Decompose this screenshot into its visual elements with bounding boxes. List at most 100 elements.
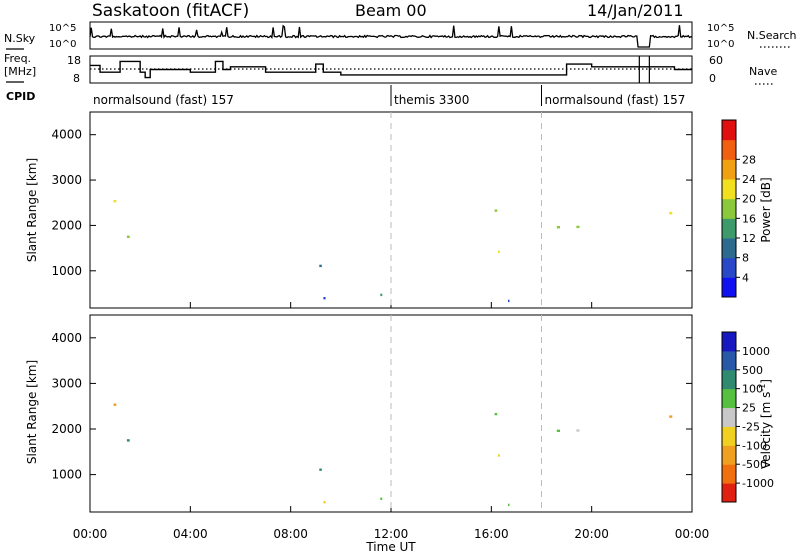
power-cell	[498, 250, 500, 253]
power-colorbar-tick-label: 24	[742, 173, 756, 186]
velocity-panel: 1000 2000 3000 4000 Slant Range [km]	[25, 314, 693, 513]
velocity-cell	[319, 468, 322, 471]
velocity-colorbar-label: Velocity [m s-1]	[758, 379, 773, 469]
velocity-colorbar-swatch	[722, 483, 736, 503]
velocity-range-axis-label: Slant Range [km]	[25, 360, 39, 464]
velocity-cell	[669, 415, 673, 418]
power-colorbar-tick-label: 4	[742, 271, 749, 284]
velocity-colorbar-frame	[721, 331, 737, 503]
power-colorbar-tick-label: 12	[742, 232, 756, 245]
power-cell	[669, 211, 673, 215]
nave-label: Nave	[749, 65, 777, 78]
velocity-colorbar-swatch	[722, 426, 736, 446]
power-colorbar-swatch	[722, 139, 736, 160]
range-tick-label: 4000	[51, 128, 82, 142]
velocity-colorbar-swatch	[722, 350, 736, 371]
power-data	[113, 200, 673, 303]
velocity-cell	[508, 503, 510, 507]
power-colorbar-tick-label: 8	[742, 252, 749, 265]
velocity-colorbar-tick-label: 500	[742, 364, 763, 377]
time-tick-label: 16:00	[474, 527, 509, 541]
power-colorbar-frame	[721, 119, 737, 298]
velocity-axis: 1000 2000 3000 4000	[51, 331, 692, 482]
power-cell	[319, 264, 322, 268]
power-colorbar-swatch	[722, 120, 736, 141]
cpid-segment-label: normalsound (fast) 157	[93, 93, 234, 107]
velocity-cell	[323, 501, 326, 504]
velocity-colorbar-tick-label: -25	[742, 420, 760, 433]
time-tick-label: 00:00	[675, 527, 710, 541]
time-axis-label: Time UT	[365, 540, 416, 554]
nave-tick-top: 60	[709, 54, 723, 67]
power-cell	[576, 225, 580, 229]
power-cell	[556, 226, 560, 229]
range-tick-label: 1000	[51, 468, 82, 482]
time-tick-label: 00:00	[73, 527, 108, 541]
power-colorbar-swatch	[722, 277, 736, 298]
time-tick-label: 08:00	[273, 527, 308, 541]
velocity-cell	[380, 497, 383, 500]
power-colorbar-swatch	[722, 198, 736, 219]
cpid-label: CPID	[6, 90, 35, 103]
velocity-colorbar-swatch	[722, 332, 736, 352]
velocity-cell	[498, 454, 500, 457]
range-tick-label: 3000	[51, 376, 82, 390]
n-search-label: N.Search	[747, 29, 797, 42]
power-colorbar-tick-label: 16	[742, 212, 756, 225]
time-tick-label: 04:00	[173, 527, 208, 541]
freq-trace	[90, 60, 692, 79]
velocity-colorbar-tick-label: -500	[742, 458, 767, 471]
noise-right-tick-top: 10^5	[707, 23, 734, 34]
velocity-cell	[494, 412, 498, 416]
velocity-colorbar-tick-label: 25	[742, 402, 756, 415]
range-tick-label: 2000	[51, 422, 82, 436]
power-colorbar: 4 8 12 16 20 24 28	[721, 119, 756, 298]
velocity-data	[113, 403, 673, 507]
nave-tick-bottom: 0	[709, 72, 716, 85]
range-tick-label: 1000	[51, 264, 82, 278]
cpid-segment-label: normalsound (fast) 157	[545, 93, 686, 107]
n-sky-label: N.Sky	[4, 32, 36, 45]
time-tick-label: 20:00	[574, 527, 609, 541]
power-colorbar-swatch	[722, 218, 736, 239]
power-cell	[113, 200, 117, 203]
noise-panel: N.Sky 10^5 10^0 10^5 10^0 N.Search	[4, 21, 797, 50]
freq-unit-label: [MHz]	[4, 65, 36, 78]
power-axis: 1000 2000 3000 4000	[51, 128, 692, 278]
noise-trace	[89, 24, 692, 48]
power-range-axis-label: Slant Range [km]	[25, 158, 39, 262]
power-colorbar-swatch	[722, 179, 736, 200]
cpid-row: CPID normalsound (fast) 157 themis 3300 no…	[6, 85, 685, 107]
velocity-colorbar-tick-label: -100	[742, 439, 767, 452]
velocity-colorbar-swatch	[722, 388, 736, 409]
time-tick-label: 12:00	[374, 527, 409, 541]
velocity-colorbar-swatch	[722, 464, 736, 484]
power-cell	[323, 297, 326, 300]
velocity-cell	[126, 439, 130, 442]
time-axis: 00:00 04:00 08:00 12:00 16:00 20:00 00:00	[73, 112, 710, 541]
range-tick-label: 2000	[51, 218, 82, 232]
noise-left-tick-top: 10^5	[49, 23, 76, 34]
velocity-colorbar-tick-label: -1000	[742, 477, 774, 490]
freq-label: Freq.	[4, 52, 31, 65]
power-cell	[126, 235, 130, 238]
velocity-cell	[576, 429, 580, 432]
beam-title: Beam 00	[355, 1, 427, 20]
power-cell	[508, 299, 510, 303]
cpid-segment-label: themis 3300	[394, 93, 469, 107]
power-cell	[380, 293, 383, 297]
date-title: 14/Jan/2011	[587, 1, 684, 20]
freq-tick-bottom: 8	[73, 72, 80, 85]
power-cell	[494, 209, 498, 212]
power-panel: 1000 2000 3000 4000 Slant Range [km]	[25, 111, 693, 309]
velocity-cell	[113, 403, 117, 406]
power-colorbar-swatch	[722, 257, 736, 278]
freq-tick-top: 18	[67, 54, 81, 67]
velocity-colorbar: -1000 -500 -100 -25 25 100 500 1000	[721, 331, 774, 503]
velocity-colorbar-swatch	[722, 407, 736, 427]
power-colorbar-tick-label: 20	[742, 193, 756, 206]
power-colorbar-tick-label: 28	[742, 153, 756, 166]
velocity-colorbar-tick-label: 1000	[742, 345, 770, 358]
power-colorbar-swatch	[722, 159, 736, 180]
